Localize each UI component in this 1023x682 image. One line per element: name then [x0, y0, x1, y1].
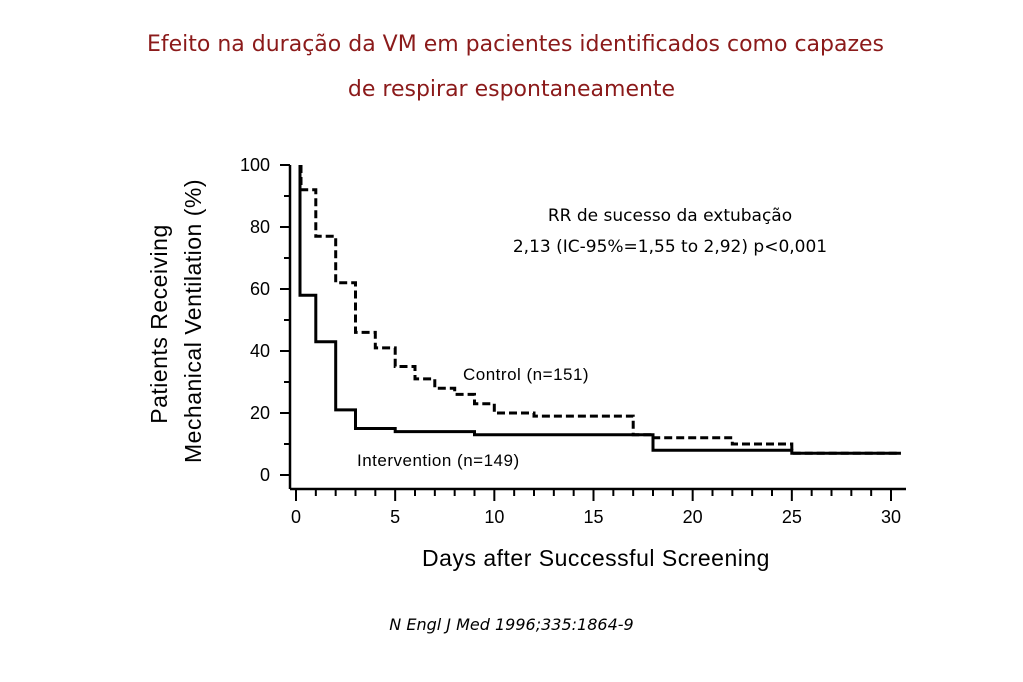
control-series-label: Control (n=151) [463, 365, 589, 384]
chart-axes [288, 165, 906, 491]
y-tick-label-80: 80 [250, 217, 270, 237]
annotation-rr-title: RR de sucesso da extubação [547, 206, 793, 226]
chart-ticks: 0 20 40 60 80 100 0 5 10 15 20 25 30 [240, 155, 901, 527]
y-tick-label-40: 40 [250, 341, 270, 361]
y-tick-label-100: 100 [240, 155, 270, 175]
x-tick-label-25: 25 [782, 507, 802, 527]
y-tick-label-60: 60 [250, 279, 270, 299]
x-axis-label: Days after Successful Screening [422, 545, 770, 571]
chart-title-line1: Efeito na duração da VM em pacientes ide… [146, 32, 885, 57]
chart-title-line2: de respirar espontaneamente [347, 77, 676, 102]
x-tick-label-5: 5 [390, 507, 400, 527]
x-tick-label-15: 15 [583, 507, 603, 527]
y-axis-label-line1: Patients Receiving [146, 224, 172, 424]
y-tick-label-20: 20 [250, 403, 270, 423]
y-tick-label-0: 0 [260, 465, 270, 485]
x-tick-label-0: 0 [291, 507, 301, 527]
intervention-series-line [298, 165, 901, 455]
x-tick-label-20: 20 [683, 507, 703, 527]
x-tick-label-30: 30 [881, 507, 901, 527]
citation: N Engl J Med 1996;335:1864-9 [389, 615, 634, 634]
chart-series [298, 165, 901, 455]
annotation-rr-value: 2,13 (IC-95%=1,55 to 2,92) p<0,001 [512, 237, 828, 257]
x-tick-label-10: 10 [484, 507, 504, 527]
y-axis-label-line2: Mechanical Ventilation (%) [180, 179, 206, 463]
intervention-series-label: Intervention (n=149) [357, 451, 520, 470]
